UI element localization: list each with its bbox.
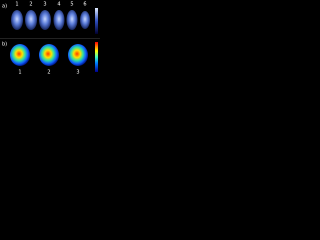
slice-image bbox=[11, 10, 23, 30]
panel-a: a) 1 2 3 4 5 6 bbox=[2, 2, 98, 34]
image-number: 3 bbox=[76, 70, 79, 76]
figure: a) 1 2 3 4 5 6 b) 1 2 3 bbox=[0, 2, 100, 76]
colorbar bbox=[95, 8, 98, 34]
panel-label: b) bbox=[2, 42, 7, 48]
slice-image bbox=[80, 11, 90, 29]
slice-image bbox=[68, 44, 88, 66]
image-number: 2 bbox=[29, 2, 32, 8]
image-number: 1 bbox=[18, 70, 21, 76]
colorbar bbox=[95, 42, 98, 72]
panel-b: b) 1 2 3 bbox=[2, 42, 98, 76]
image-number: 3 bbox=[43, 2, 46, 8]
panel-label: a) bbox=[2, 4, 7, 10]
slice-image bbox=[25, 10, 37, 30]
slice-image bbox=[39, 10, 51, 30]
image-number: 4 bbox=[57, 2, 60, 8]
image-number: 1 bbox=[15, 2, 18, 8]
image-number: 5 bbox=[70, 2, 73, 8]
slice-image bbox=[10, 44, 30, 66]
image-number: 2 bbox=[47, 70, 50, 76]
slice-image bbox=[66, 10, 78, 30]
slice-image bbox=[53, 10, 65, 30]
image-number: 6 bbox=[83, 2, 86, 8]
slice-image bbox=[39, 44, 59, 66]
